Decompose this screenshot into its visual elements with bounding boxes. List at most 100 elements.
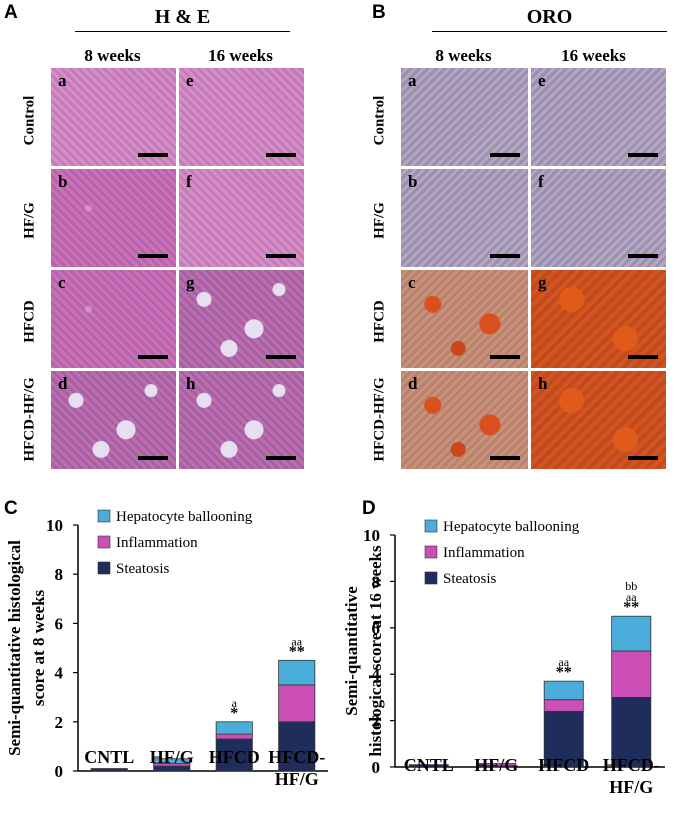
oro-row-hfcd: HFCD: [371, 300, 388, 343]
oro-image-c: c: [400, 269, 529, 369]
he-col-16weeks: 16 weeks: [208, 46, 273, 65]
oro-image-g: g: [530, 269, 667, 369]
legend-swatch: [424, 519, 438, 533]
y-axis-label: Semi-quantitative histological score at 8…: [5, 540, 48, 756]
bar-segment: [278, 721, 316, 772]
panel-letter-a: A: [4, 2, 18, 23]
legend-swatch: [424, 545, 438, 559]
he-row-hfcd: HFCD: [21, 300, 38, 343]
oro-image-a: a: [400, 67, 529, 167]
bar-segment: [476, 763, 517, 767]
y-tick-label: 6: [55, 614, 64, 633]
significance-star: **: [556, 664, 572, 681]
he-image-h: h: [178, 370, 305, 470]
bar-segment: [611, 696, 652, 768]
y-tick-label: 6: [372, 619, 381, 638]
x-tick-label: HFCD: [209, 747, 260, 767]
y-axis-label-line: score at 8 weeks: [29, 589, 48, 706]
x-tick-label: CNTL: [84, 747, 134, 767]
bar-segment: [408, 764, 449, 768]
he-row-hfcd-hfg: HFCD-HF/G: [21, 377, 38, 462]
significance-letter: aa: [626, 590, 637, 604]
legend-label: Hepatocyte ballooning: [116, 509, 253, 525]
oro-image-e: e: [530, 67, 667, 167]
y-tick-label: 2: [372, 712, 381, 731]
x-tick-label: HF/G: [275, 769, 319, 789]
oro-image-d: d: [400, 370, 529, 470]
y-tick-label: 8: [372, 572, 381, 591]
bar-segment: [611, 650, 652, 698]
x-tick-label: HF/G: [474, 755, 518, 775]
y-tick-label: 10: [46, 516, 63, 535]
bar-segment: [153, 758, 191, 765]
x-tick-label: HFCD-: [268, 747, 325, 767]
he-title-rule: [75, 31, 290, 32]
significance-star: **: [623, 599, 639, 616]
he-row-hfg: HF/G: [21, 202, 38, 239]
y-tick-label: 0: [372, 758, 381, 777]
bar-segment: [543, 699, 584, 712]
he-col-8weeks: 8 weeks: [84, 46, 141, 65]
y-tick-label: 8: [55, 565, 64, 584]
oro-col-16weeks: 16 weeks: [561, 46, 626, 65]
chart-c: Semi-quantitative histological score at 8…: [5, 509, 328, 789]
he-image-e: e: [178, 67, 305, 167]
he-image-d: d: [50, 370, 177, 470]
oro-row-hfcd-hfg: HFCD-HF/G: [371, 377, 388, 462]
oro-image-h: h: [530, 370, 667, 470]
bar-segment: [90, 768, 128, 772]
legend-label: Steatosis: [116, 561, 169, 577]
he-image-c: c: [50, 269, 177, 369]
legend-swatch: [97, 561, 111, 575]
x-tick-label: HF/G: [150, 747, 194, 767]
bar-segment: [278, 684, 316, 723]
significance-star: **: [289, 643, 305, 660]
legend: Hepatocyte ballooning Inflammation Steatos…: [424, 519, 580, 587]
significance-letter: aa: [558, 655, 569, 669]
legend-label: Steatosis: [443, 571, 496, 587]
he-image-f: f: [178, 168, 305, 268]
oro-col-8weeks: 8 weeks: [435, 46, 492, 65]
legend-swatch: [424, 571, 438, 585]
panel-letter-d: D: [362, 498, 376, 519]
bar-segment: [543, 680, 584, 701]
bar-segment: [543, 710, 584, 768]
he-image-a: a: [50, 67, 177, 167]
bar-segment: [278, 659, 316, 686]
y-tick-label: 2: [55, 713, 64, 732]
he-title: H & E: [154, 6, 211, 28]
significance-letter: aa: [291, 634, 302, 648]
panel-letter-c: C: [4, 498, 18, 519]
legend-label: Inflammation: [443, 545, 525, 561]
bar-segment: [215, 721, 253, 735]
significance-letter: a: [232, 696, 238, 710]
he-image-b: b: [50, 168, 177, 268]
y-axis-label: Semi-quantitative histological score at 1…: [345, 545, 385, 757]
oro-image-b: b: [400, 168, 529, 268]
x-tick-label: HFCD: [538, 755, 589, 775]
x-tick-label: HFCD-: [603, 755, 660, 775]
legend: Hepatocyte ballooning Inflammation Steatos…: [97, 509, 253, 577]
he-row-control: Control: [21, 95, 38, 146]
legend-swatch: [97, 535, 111, 549]
x-tick-label: HF/G: [609, 777, 653, 797]
y-axis-label-line: histological score at 16 weeks: [366, 545, 385, 757]
x-tick-label: CNTL: [404, 755, 454, 775]
oro-title-rule: [432, 31, 667, 32]
oro-title: ORO: [526, 6, 573, 28]
legend-label: Inflammation: [116, 535, 198, 551]
bar-segment: [215, 733, 253, 740]
significance-letter: bb: [625, 579, 637, 593]
y-axis-label-line: Semi-quantitative histological: [5, 540, 24, 756]
legend-swatch: [97, 509, 111, 523]
significance-star: *: [230, 705, 238, 722]
panel-letter-b: B: [372, 2, 386, 23]
oro-image-f: f: [530, 168, 667, 268]
oro-row-control: Control: [371, 95, 388, 146]
oro-row-hfg: HF/G: [371, 202, 388, 239]
y-tick-label: 10: [363, 526, 380, 545]
bar-segment: [611, 615, 652, 652]
y-tick-label: 0: [55, 762, 64, 781]
y-axis-label-line: Semi-quantitative: [345, 586, 361, 716]
legend-label: Hepatocyte ballooning: [443, 519, 580, 535]
